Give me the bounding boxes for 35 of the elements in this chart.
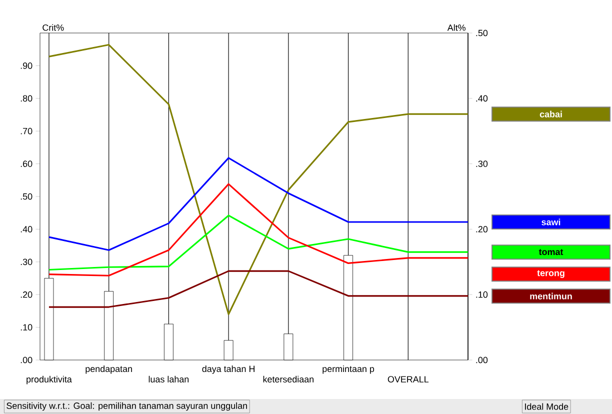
y-tick-label: .30 <box>20 258 32 266</box>
y2-tick-label: .30 <box>476 160 488 167</box>
y2-tick-label: .10 <box>476 291 488 298</box>
x-tick-label: luas lahan <box>148 376 189 382</box>
y-tick-label: .00 <box>20 356 32 364</box>
y2-tick-label: .20 <box>476 226 488 232</box>
text: tomat <box>538 249 564 256</box>
text: cabai <box>540 110 562 118</box>
y-tick-label: .50 <box>20 193 32 200</box>
text: Sensitivity w.r.t.: Goal: pemilihan tanaman sayuran unggulan <box>6 402 247 411</box>
y2-tick-label: .00 <box>476 356 488 364</box>
text: Ideal Mode <box>525 403 568 410</box>
x-tick-label: pendapatan <box>86 365 132 374</box>
x-tick-label: OVERALL <box>388 376 429 382</box>
y2-tick-label: .40 <box>476 95 488 102</box>
y-axis-title: Crit% <box>42 24 64 31</box>
y-tick-label: .60 <box>20 160 32 167</box>
y-tick-label: .10 <box>20 324 32 330</box>
text: terong <box>537 270 564 278</box>
y-tick-label: .70 <box>20 128 32 134</box>
y-tick-label: .80 <box>20 95 32 102</box>
y-tick-label: .20 <box>20 291 32 298</box>
x-tick-label: produktivita <box>26 376 72 384</box>
line-series <box>48 44 469 316</box>
line-series <box>48 214 469 271</box>
text: mentimun <box>530 292 572 300</box>
y-tick-label: .40 <box>20 226 32 232</box>
y2-axis-title: Alt% <box>447 24 466 31</box>
y-tick-label: .90 <box>20 62 32 69</box>
line-series <box>48 183 469 276</box>
y2-tick-label: .50 <box>476 30 488 36</box>
text: sawi <box>542 218 560 226</box>
x-tick-label: permintaan p <box>322 365 374 374</box>
x-tick-label: ketersediaan <box>263 376 314 382</box>
x-tick-label: daya tahan H <box>202 365 254 374</box>
